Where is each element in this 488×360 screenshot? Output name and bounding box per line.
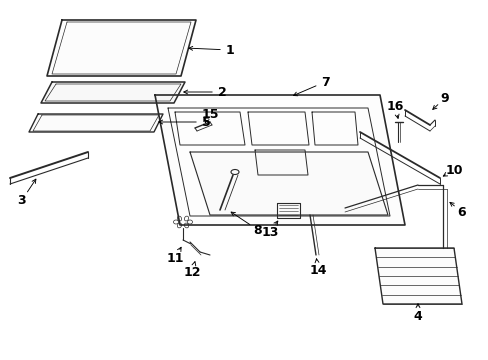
Polygon shape xyxy=(29,114,163,132)
Text: 5: 5 xyxy=(201,116,210,129)
Polygon shape xyxy=(41,82,184,103)
Text: 8: 8 xyxy=(253,224,262,237)
Text: 13: 13 xyxy=(261,225,278,239)
Text: 9: 9 xyxy=(440,91,448,104)
Polygon shape xyxy=(374,248,461,304)
Text: 3: 3 xyxy=(18,194,26,207)
Polygon shape xyxy=(47,20,196,76)
Text: 11: 11 xyxy=(166,252,183,265)
Text: 12: 12 xyxy=(183,266,201,279)
Text: 10: 10 xyxy=(445,163,462,176)
Text: 1: 1 xyxy=(225,44,234,57)
Text: 6: 6 xyxy=(457,206,466,219)
Text: 15: 15 xyxy=(201,108,218,121)
Text: 2: 2 xyxy=(217,86,226,99)
Polygon shape xyxy=(155,95,404,225)
Text: 7: 7 xyxy=(320,76,329,89)
Text: 4: 4 xyxy=(413,310,422,323)
Polygon shape xyxy=(190,152,387,215)
Text: 16: 16 xyxy=(386,99,403,113)
Text: 14: 14 xyxy=(308,264,326,276)
